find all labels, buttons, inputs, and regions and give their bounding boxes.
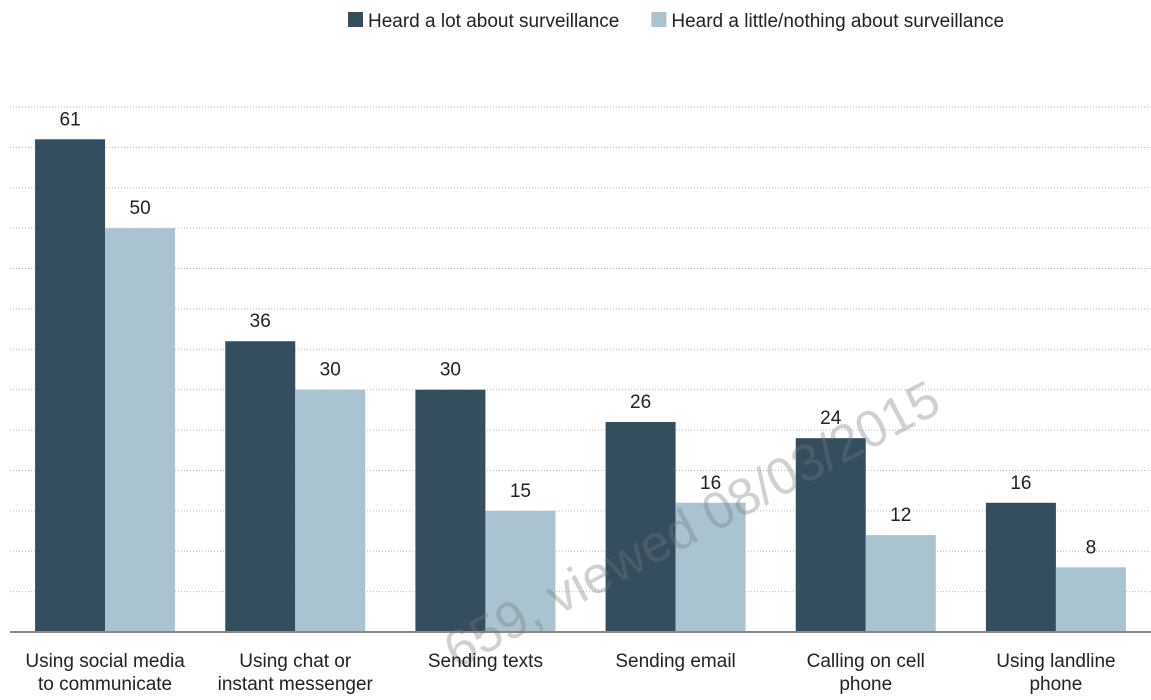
- bar: [985, 502, 1056, 632]
- bar: [225, 341, 296, 632]
- data-label: 61: [60, 109, 81, 130]
- bar: [35, 139, 106, 633]
- bar: [1055, 567, 1126, 632]
- data-label: 36: [250, 311, 271, 332]
- x-tick-label: Calling on cell phone: [806, 651, 925, 695]
- legend-swatch: [651, 12, 667, 27]
- bar: [675, 502, 746, 632]
- data-label: 26: [630, 392, 651, 413]
- bar: [415, 389, 486, 632]
- bar: [795, 438, 866, 632]
- data-label: 12: [890, 505, 911, 526]
- data-label: 16: [700, 473, 721, 494]
- bar: [605, 422, 676, 632]
- x-tick-label: Using landline phone: [996, 651, 1116, 695]
- legend-label: Heard a little/nothing about surveillanc…: [671, 11, 1004, 32]
- x-tick-label: Using chat or instant messenger: [217, 651, 373, 695]
- data-label: 8: [1086, 537, 1097, 558]
- bar: [865, 535, 936, 632]
- data-label: 50: [130, 198, 151, 219]
- data-label: 15: [510, 481, 531, 502]
- x-tick-label: Using social media to communicate: [25, 651, 185, 695]
- bar: [485, 510, 556, 632]
- x-tick-label: Sending texts: [427, 651, 543, 672]
- data-label: 30: [440, 360, 461, 381]
- data-label: 16: [1010, 473, 1031, 494]
- legend-label: Heard a lot about surveillance: [368, 11, 619, 32]
- legend-swatch: [348, 12, 363, 27]
- bar: [295, 389, 366, 632]
- data-label: 24: [820, 408, 842, 429]
- bar: [105, 228, 176, 632]
- data-label: 30: [320, 360, 341, 381]
- x-tick-label: Sending email: [615, 651, 736, 672]
